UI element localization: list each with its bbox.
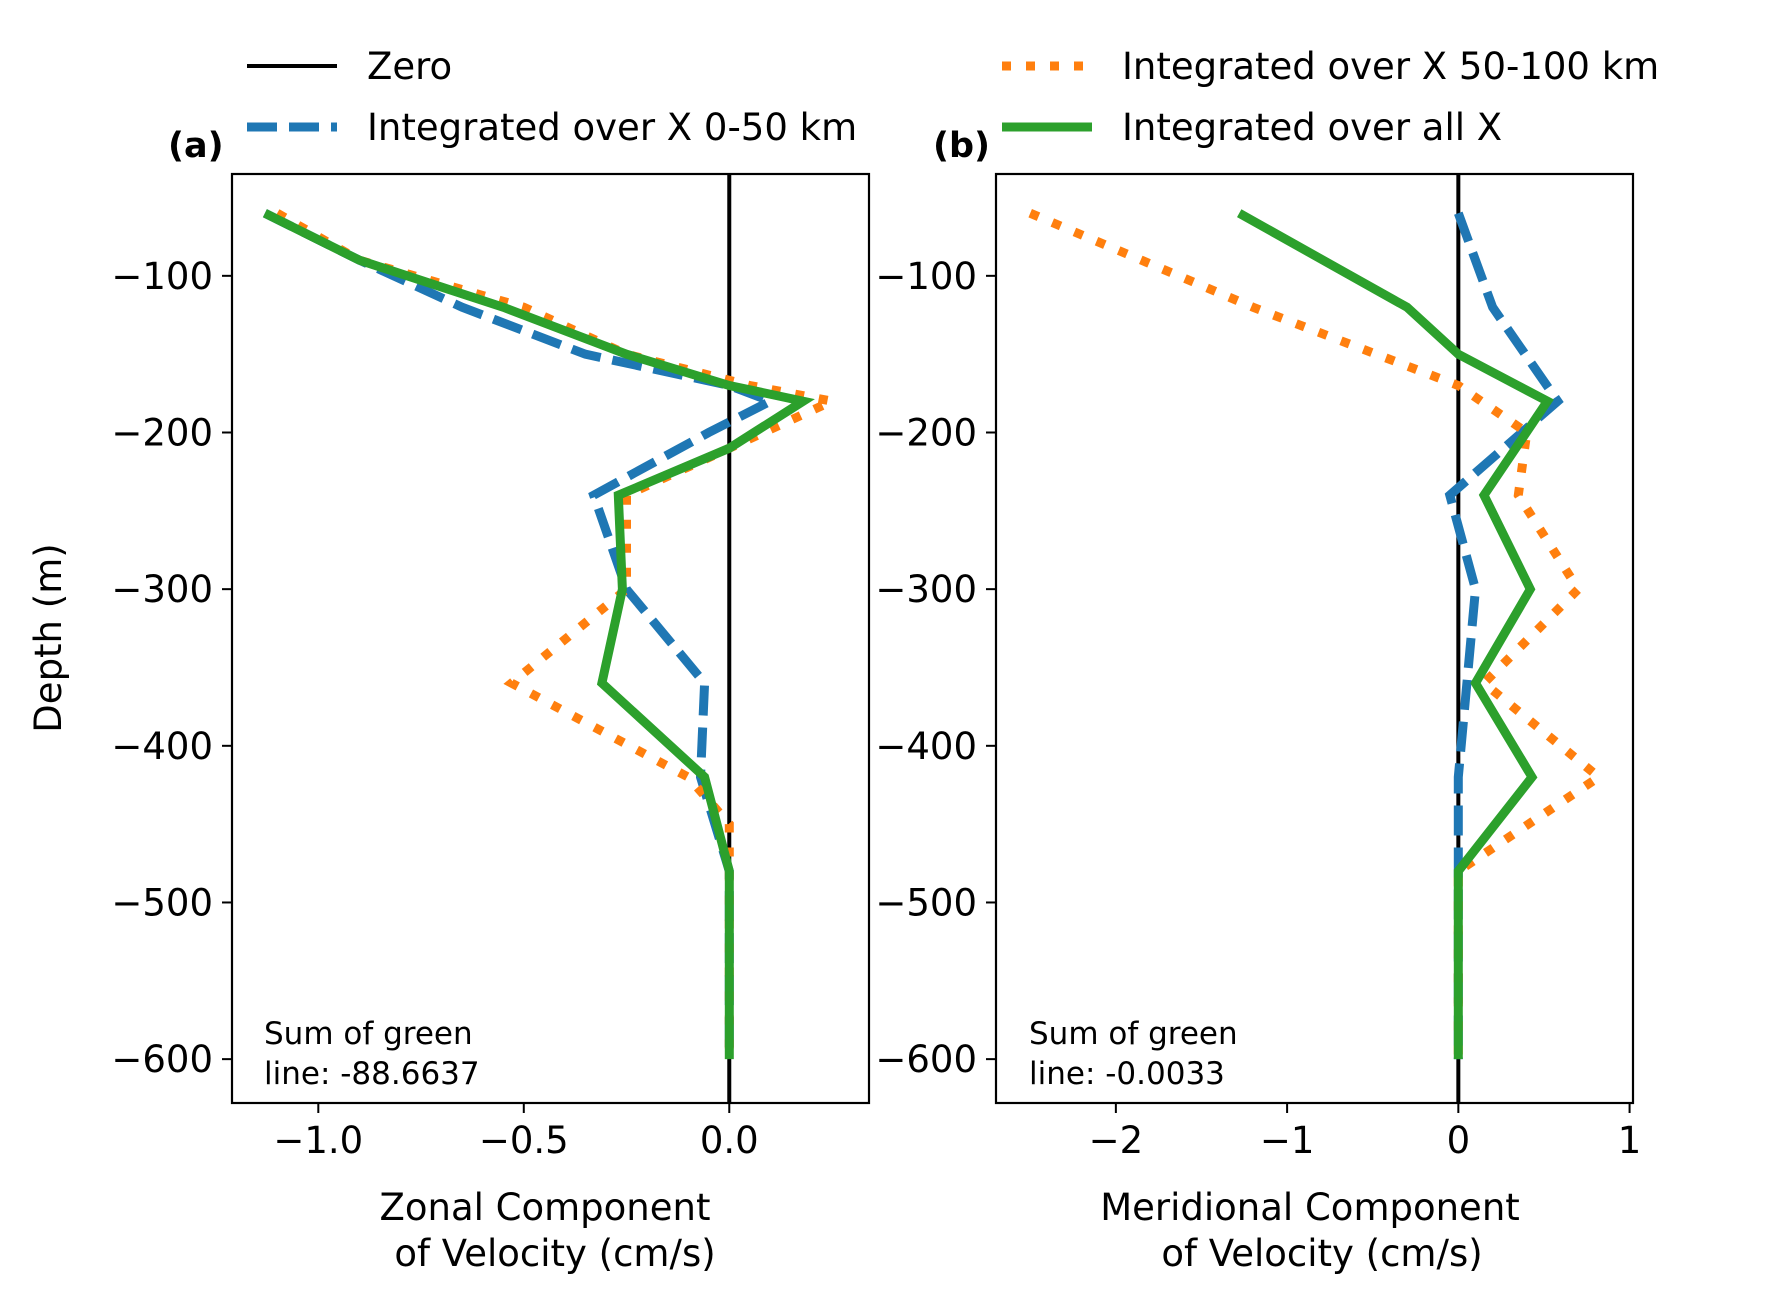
panel-a-x-ticks: −1.0 −0.5 0.0 [273,1103,759,1162]
panel-b-y-ticks: −100 −200 −300 −400 −500 −600 [875,255,996,1081]
legend-label-all: Integrated over all X [1122,106,1502,149]
legend-label-zero: Zero [367,45,452,88]
panel-a-xlabel-line2: of Velocity (cm/s) [394,1232,715,1275]
panel-a-y-tick-label: −300 [111,568,213,611]
panel-b-y-tick-label: −500 [875,881,977,924]
panel-b-y-tick-label: −400 [875,725,977,768]
legend-label-x0-50: Integrated over X 0-50 km [367,106,857,149]
panel-a: (a) −1.0 −0.5 0.0 −100 −200 −300 −400 −500 −600… [27,126,871,1275]
panel-b-y-tick-label: −100 [875,255,977,298]
panel-a-series-x0_50 [262,209,782,1060]
panel-a-frame [230,172,871,1105]
panel-a-label: (a) [168,126,224,166]
panel-b-series-layer [1028,209,1607,1060]
panel-a-y-tick-label: −500 [111,881,213,924]
panel-b: (b) −2 −1 0 1 −100 −200 −300 −400 −500 −600 Sum … [875,126,1641,1275]
panel-a-x-tick-label: 0.0 [700,1119,759,1162]
panel-b-x-tick-label: −2 [1089,1119,1144,1162]
panel-b-xlabel-line2: of Velocity (cm/s) [1161,1232,1482,1275]
panel-a-y-ticks: −100 −200 −300 −400 −500 −600 [111,255,232,1081]
panel-b-series-all [1237,209,1554,1060]
panel-b-label: (b) [933,126,990,166]
panel-a-x-tick-label: −1.0 [273,1119,363,1162]
panel-a-xlabel-line1: Zonal Component [380,1186,711,1229]
panel-a-ylabel: Depth (m) [27,543,70,732]
panel-b-y-tick-label: −600 [875,1038,977,1081]
panel-b-x-tick-label: 1 [1618,1119,1642,1162]
legend-label-x50-100: Integrated over X 50-100 km [1122,45,1659,88]
panel-b-y-tick-label: −200 [875,411,977,454]
panel-b-x-ticks: −2 −1 0 1 [1089,1103,1642,1162]
panel-b-frame [994,172,1635,1105]
legend: Zero Integrated over X 0-50 km Integrate… [247,45,1659,149]
panel-b-y-tick-label: −300 [875,568,977,611]
panel-b-annotation-line2: line: -0.0033 [1029,1056,1225,1092]
panel-a-y-tick-label: −200 [111,411,213,454]
panel-a-y-tick-label: −600 [111,1038,213,1081]
panel-a-series-all [262,209,815,1060]
panel-a-x-tick-label: −0.5 [479,1119,569,1162]
panel-b-x-tick-label: −1 [1260,1119,1315,1162]
panel-a-annotation-line2: line: -88.6637 [264,1056,480,1092]
panel-b-xlabel-line1: Meridional Component [1100,1186,1520,1229]
panel-a-y-tick-label: −100 [111,255,213,298]
panel-a-series-layer [262,209,847,1060]
panel-b-annotation-line1: Sum of green [1029,1016,1238,1052]
panel-a-y-tick-label: −400 [111,725,213,768]
panel-a-annotation-line1: Sum of green [264,1016,473,1052]
panel-b-x-tick-label: 0 [1447,1119,1471,1162]
panel-a-series-x50_100 [274,209,847,1060]
